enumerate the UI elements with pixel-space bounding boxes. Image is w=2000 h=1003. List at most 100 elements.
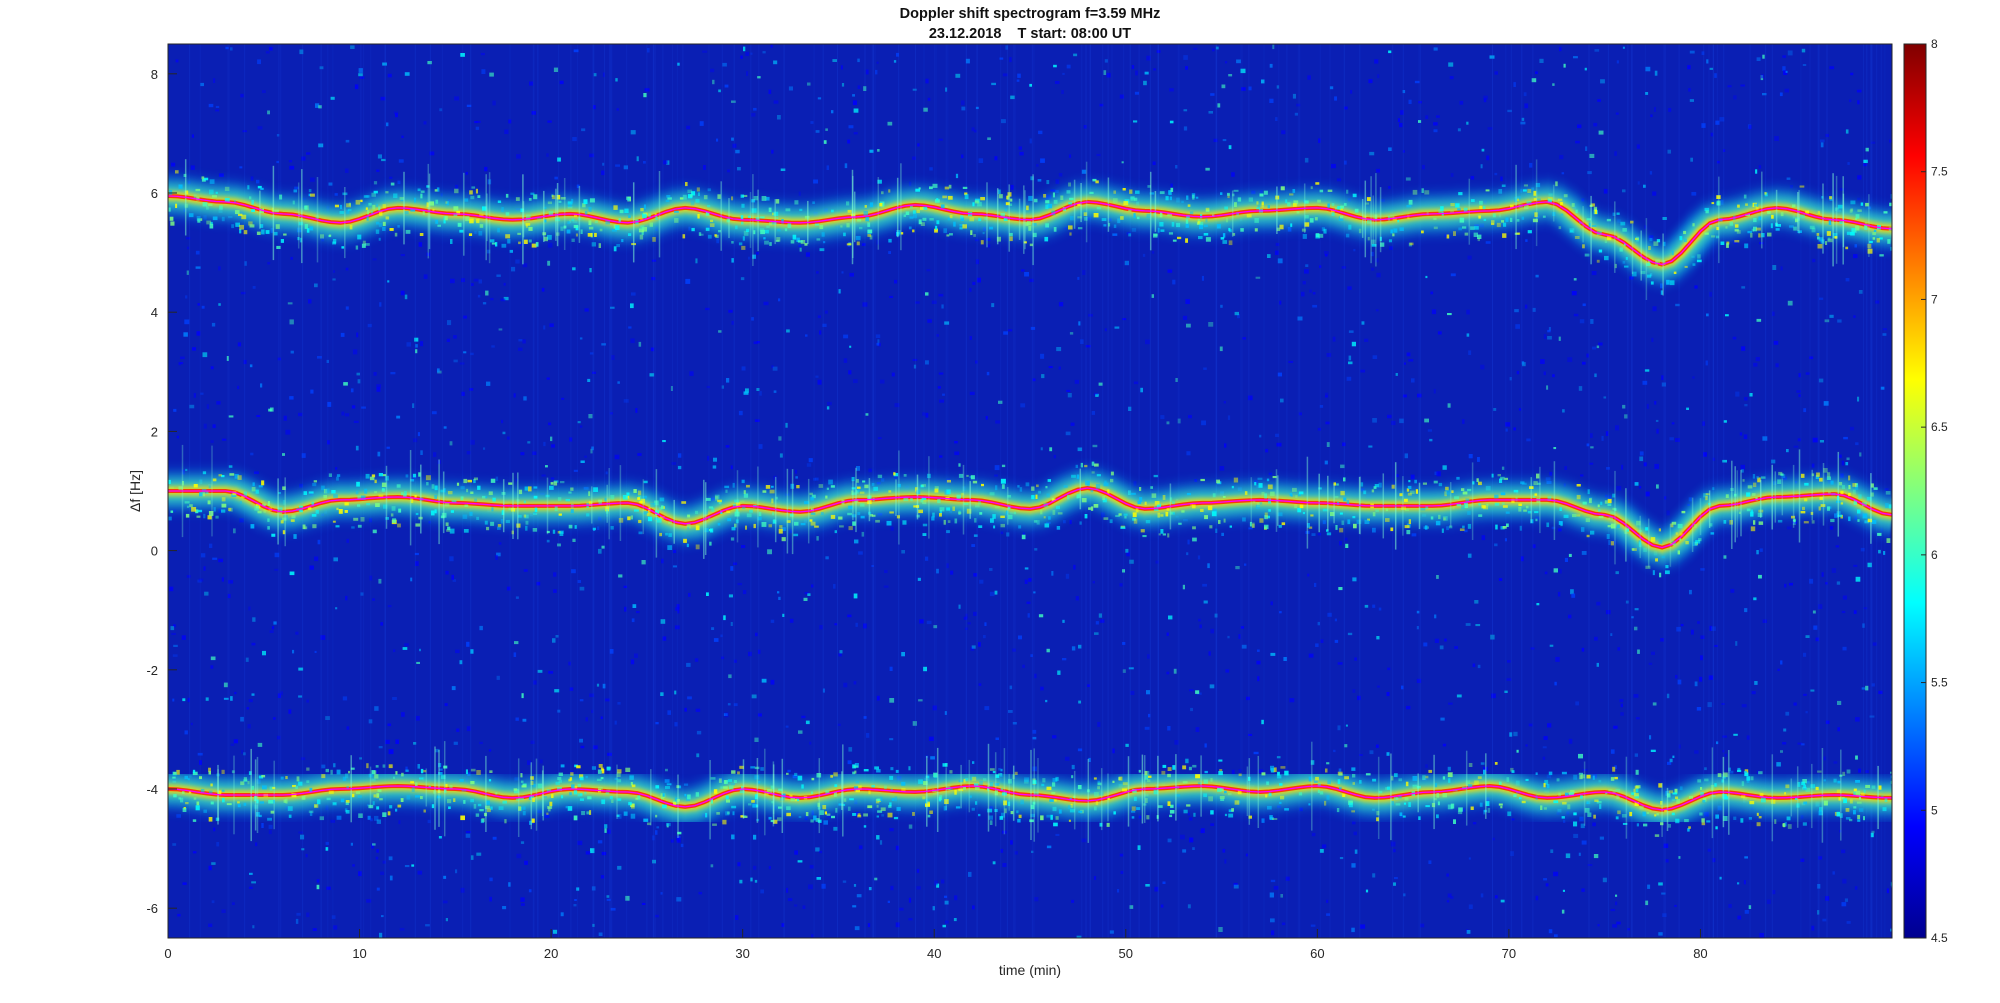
trace-speck [1736,230,1741,234]
trace-speck [1392,233,1395,237]
noise-speck [634,653,638,658]
noise-speck [813,179,818,184]
trace-speck [1224,790,1227,794]
trace-speck [1212,493,1216,498]
noise-speck [1744,608,1748,613]
noise-speck [705,307,710,311]
trace-speck [404,211,409,215]
noise-speck [1543,736,1548,740]
noise-speck [643,161,646,164]
noise-speck [316,884,320,890]
trace-speck [1401,506,1406,510]
noise-speck [1005,45,1009,50]
noise-speck [485,290,489,296]
noise-speck [445,918,448,922]
noise-speck [585,717,588,722]
noise-speck [1395,373,1398,376]
trace-speck [593,528,596,531]
noise-speck [374,706,379,711]
noise-speck [221,909,226,913]
trace-speck [280,520,284,524]
trace-speck [299,509,303,513]
noise-speck [1810,689,1815,692]
noise-speck [305,853,308,858]
trace-speck [1467,488,1472,492]
trace-speck [486,526,490,531]
trace-speck [867,229,873,234]
noise-speck [248,606,251,611]
noise-speck [1886,888,1889,894]
noise-speck [1064,756,1070,761]
trace-speck [1659,572,1662,578]
trace-speck [946,479,951,483]
noise-speck [404,72,410,76]
trace-speck [374,479,377,484]
trace-speck [441,512,447,518]
noise-speck [1675,438,1680,442]
noise-speck [314,283,318,288]
noise-speck [1516,370,1520,375]
noise-speck [312,928,317,931]
trace-speck [1390,527,1394,532]
trace-speck [405,229,411,234]
noise-speck [857,58,860,63]
trace-speck [1264,493,1267,499]
trace-speck [1850,200,1856,205]
noise-speck [516,154,521,159]
noise-speck [1573,313,1579,317]
noise-speck [1803,693,1807,696]
trace-speck [1834,236,1838,239]
trace-speck [1457,811,1463,815]
noise-speck [1596,662,1599,667]
noise-speck [1780,266,1783,271]
noise-speck [223,682,228,688]
trace-speck [1885,503,1889,509]
trace-speck [228,465,233,468]
trace-speck [905,211,910,215]
noise-speck [1759,242,1764,245]
trace-speck [582,203,586,208]
trace-speck [1815,786,1819,791]
noise-speck [1857,175,1862,180]
noise-speck [1597,99,1601,102]
trace-speck [208,485,211,489]
trace-speck [1299,504,1304,509]
noise-speck [1712,858,1716,863]
trace-speck [1674,788,1678,794]
trace-speck [1123,513,1128,516]
trace-speck [1228,229,1232,233]
trace-speck [761,196,767,201]
trace-speck [197,509,203,513]
trace-speck [1160,229,1165,232]
noise-speck [251,693,255,696]
trace-speck [1614,263,1617,269]
trace-speck [237,475,242,480]
noise-speck [781,923,785,927]
trace-speck [1153,233,1158,237]
noise-speck [471,186,476,189]
noise-speck [1112,233,1118,236]
trace-speck [1203,224,1208,228]
noise-speck [200,392,204,395]
noise-speck [1261,719,1264,725]
noise-speck [547,260,551,266]
noise-speck [856,894,862,898]
noise-speck [809,741,812,745]
noise-speck [972,905,975,910]
trace-speck [1433,480,1438,484]
noise-speck [455,869,458,874]
noise-speck [1348,361,1353,365]
noise-speck [1240,68,1246,74]
trace-speck [376,221,380,225]
noise-speck [1863,163,1868,167]
noise-speck [389,176,393,179]
trace-speck [273,231,278,236]
noise-speck [1552,374,1555,378]
trace-speck [929,218,934,221]
trace-speck [851,514,857,518]
noise-speck [912,156,916,160]
trace-speck [990,518,994,523]
noise-speck [1549,644,1554,647]
noise-speck [656,826,660,829]
trace-speck [1264,515,1269,520]
